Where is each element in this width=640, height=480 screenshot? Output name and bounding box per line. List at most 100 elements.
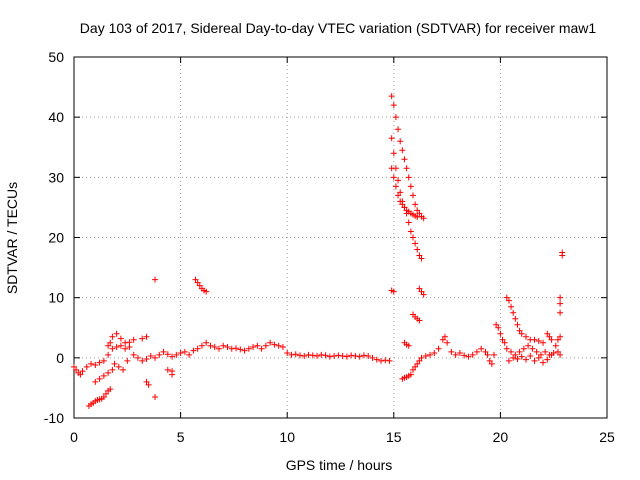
data-point: [181, 348, 188, 355]
data-point: [122, 339, 129, 346]
plot-frame: [73, 56, 608, 419]
data-point: [152, 393, 159, 400]
x-axis: 0 5 10 15 20 25: [70, 57, 615, 445]
data-point: [198, 342, 205, 349]
grid-lines: [74, 57, 607, 418]
data-point: [109, 333, 116, 340]
data-point: [512, 315, 519, 322]
data-point: [418, 288, 425, 295]
data-point: [390, 174, 397, 181]
data-point: [96, 375, 103, 382]
data-point: [152, 354, 159, 361]
data-point: [190, 347, 197, 354]
data-point: [220, 342, 227, 349]
data-point: [554, 336, 561, 343]
data-point: [348, 352, 355, 359]
x-tick-label: 15: [386, 429, 402, 445]
data-point: [531, 336, 538, 343]
data-point: [522, 356, 529, 363]
data-point: [105, 369, 112, 376]
data-point: [233, 345, 240, 352]
data-point: [271, 341, 278, 348]
data-point: [414, 207, 421, 214]
data-point: [510, 309, 517, 316]
data-point: [275, 342, 282, 349]
data-point: [245, 345, 252, 352]
data-point: [390, 150, 397, 157]
data-point: [418, 354, 425, 361]
data-point: [309, 352, 316, 359]
series-main-band: [71, 330, 393, 378]
data-point: [318, 351, 325, 358]
data-point: [241, 347, 248, 354]
data-point: [160, 348, 167, 355]
data-point: [516, 348, 523, 355]
data-point: [83, 363, 90, 370]
data-point: [296, 352, 303, 359]
y-tick-label: 20: [48, 230, 64, 246]
data-point: [461, 352, 468, 359]
data-points: [71, 93, 566, 409]
data-point: [520, 345, 527, 352]
data-point: [71, 363, 77, 370]
data-point: [395, 126, 402, 133]
data-point: [322, 352, 329, 359]
data-point: [399, 147, 406, 154]
data-point: [117, 342, 124, 349]
data-point: [164, 351, 171, 358]
data-point: [335, 352, 342, 359]
data-point: [392, 183, 399, 190]
data-point: [352, 353, 359, 360]
data-point: [544, 356, 551, 363]
data-point: [444, 339, 451, 346]
data-point: [512, 351, 519, 358]
data-point: [409, 366, 416, 373]
data-point: [122, 345, 129, 352]
data-point: [100, 393, 107, 400]
data-point: [518, 353, 525, 360]
data-point: [130, 336, 137, 343]
data-point: [482, 348, 489, 355]
series-storm-track-3: [388, 165, 421, 221]
data-point: [73, 366, 80, 373]
data-point: [469, 351, 476, 358]
data-point: [546, 333, 553, 340]
data-point: [529, 345, 536, 352]
data-point: [401, 156, 408, 163]
data-point: [514, 321, 521, 328]
data-point: [254, 342, 261, 349]
data-point: [365, 353, 372, 360]
data-point: [96, 359, 103, 366]
data-point: [164, 366, 171, 373]
data-point: [113, 344, 120, 351]
data-point: [224, 344, 231, 351]
data-point: [416, 285, 423, 292]
data-point: [508, 348, 515, 355]
data-point: [405, 219, 412, 226]
data-point: [559, 252, 566, 259]
data-point: [395, 177, 402, 184]
data-point: [250, 344, 257, 351]
data-point: [535, 337, 542, 344]
data-point: [414, 246, 421, 253]
data-point: [395, 192, 402, 199]
data-point: [439, 336, 446, 343]
data-point: [510, 354, 517, 361]
data-point: [79, 368, 86, 375]
data-point: [109, 366, 116, 373]
data-point: [124, 357, 131, 364]
data-point: [416, 317, 423, 324]
data-point: [405, 174, 412, 181]
x-tick-label: 0: [70, 429, 78, 445]
data-point: [548, 336, 555, 343]
data-point: [147, 353, 154, 360]
data-point: [540, 359, 547, 366]
data-point: [139, 335, 146, 342]
data-point: [237, 346, 244, 353]
data-point: [356, 353, 363, 360]
data-point: [537, 351, 544, 358]
data-point: [416, 210, 423, 217]
data-point: [109, 345, 116, 352]
data-point: [527, 353, 534, 360]
data-point: [495, 324, 502, 331]
